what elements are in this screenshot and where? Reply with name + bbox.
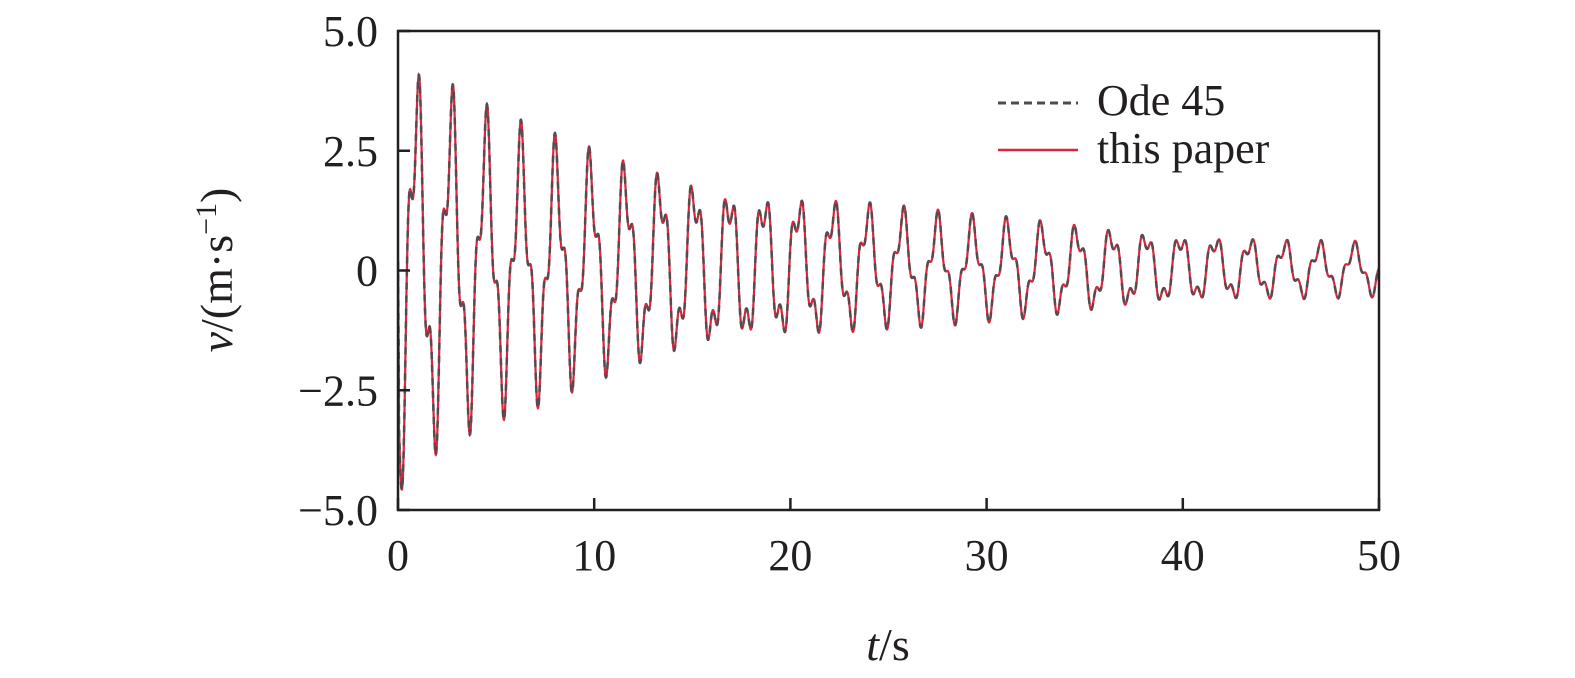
y-axis-unit-prefix: /(m·s [191,235,242,332]
x-axis-title: t/s [866,619,909,670]
y-axis-title: v/(m·s−1) [190,188,242,353]
x-tick-label: 40 [1161,531,1205,580]
x-axis-unit: /s [879,619,910,670]
plot-frame [396,29,1381,512]
y-tick-label: 2.5 [323,127,378,176]
series-ode45 [398,72,1379,492]
x-tick-label: 30 [965,531,1009,580]
legend-label-this-paper: this paper [1097,124,1270,173]
y-tick-label: −2.5 [298,366,378,415]
y-axis-var: v [191,331,242,352]
y-axis-unit-suffix: ) [191,188,242,203]
x-tick-label: 50 [1357,531,1401,580]
legend-entry-ode45: Ode 45 [998,76,1225,125]
y-axis-unit-sup: −1 [190,203,223,235]
x-tick-label: 0 [387,531,409,580]
series-layer [398,72,1379,492]
legend-entry-this-paper: this paper [998,124,1270,173]
x-tick-label: 10 [572,531,616,580]
legend: Ode 45 this paper [998,76,1270,173]
x-tick-label: 20 [768,531,812,580]
y-tick-label: 5.0 [323,7,378,56]
y-tick-label: 0 [356,247,378,296]
legend-label-ode45: Ode 45 [1097,76,1225,125]
x-axis-var: t [866,619,880,670]
y-tick-label: −5.0 [298,486,378,535]
x-axis: 0 10 20 30 40 50 [387,498,1401,580]
y-axis: 5.0 2.5 0 −2.5 −5.0 [298,7,410,535]
